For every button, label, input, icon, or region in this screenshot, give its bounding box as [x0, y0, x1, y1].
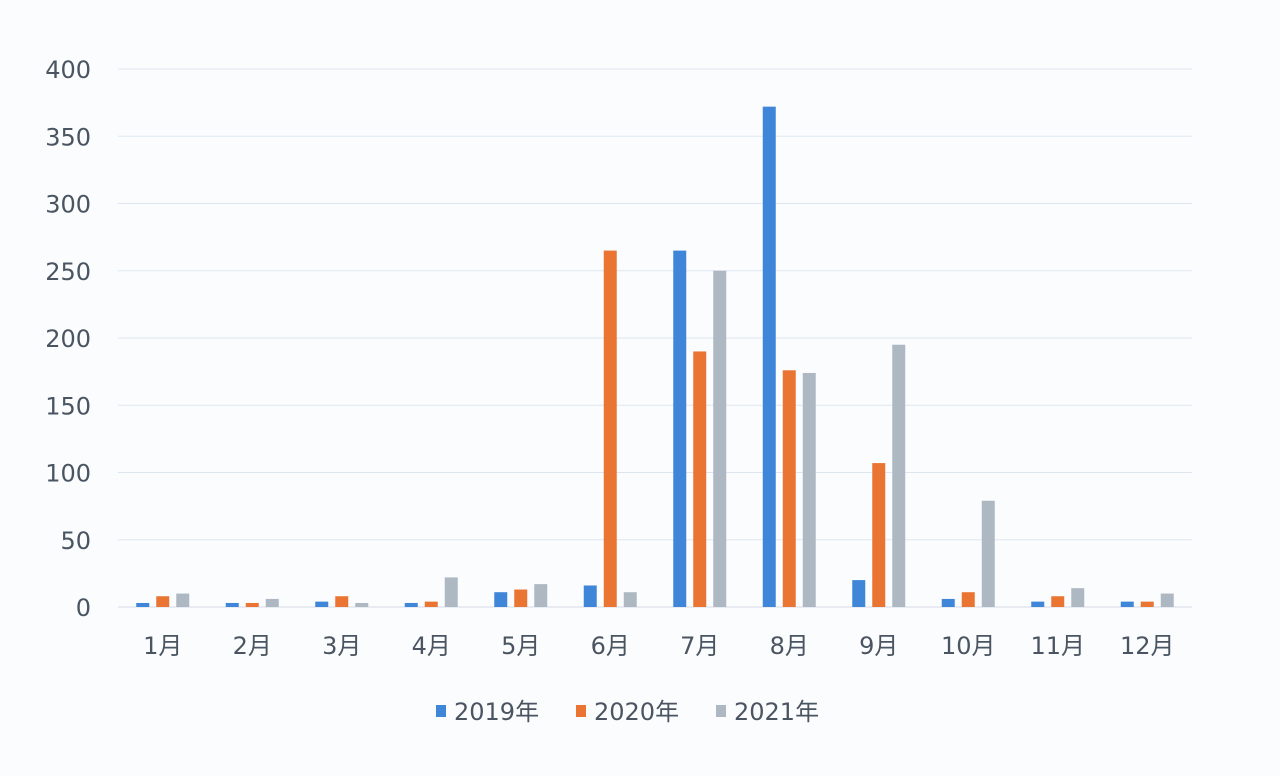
- bar-2019年-6月: [583, 585, 597, 607]
- bar-2021年-8月: [802, 372, 816, 607]
- bar-2019年-8月: [762, 106, 776, 607]
- bar-2020年-12月: [1140, 601, 1154, 607]
- bar-2019年-1月: [136, 602, 150, 607]
- bar-2020年-10月: [961, 592, 975, 607]
- bar-2021年-5月: [534, 584, 548, 607]
- bar-2020年-11月: [1051, 596, 1065, 607]
- bar-2020年-9月: [872, 463, 886, 607]
- bar-2019年-7月: [673, 250, 687, 607]
- y-tick-label: 250: [45, 258, 91, 286]
- legend-label: 2021年: [734, 698, 819, 726]
- x-tick-label: 1月: [143, 632, 182, 660]
- x-tick-label: 5月: [501, 632, 540, 660]
- bar-2021年-7月: [713, 270, 727, 607]
- gridlines: [118, 68, 1192, 608]
- x-tick-label: 3月: [322, 632, 361, 660]
- x-tick-label: 7月: [680, 632, 719, 660]
- y-axis-ticks: 0 50 100 150 200 250 300 350 400: [45, 56, 91, 622]
- y-tick-label: 100: [45, 460, 91, 488]
- y-tick-label: 150: [45, 392, 91, 420]
- legend-item-2021年: 2021年: [716, 698, 819, 726]
- bar-2020年-3月: [335, 596, 349, 607]
- legend-item-2020年: 2020年: [576, 698, 679, 726]
- bar-2020年-5月: [514, 589, 528, 607]
- legend-swatch: [436, 705, 446, 717]
- bar-2020年-4月: [424, 601, 438, 607]
- x-tick-label: 4月: [412, 632, 451, 660]
- bar-2020年-6月: [603, 250, 617, 607]
- bar-2019年-9月: [852, 580, 866, 607]
- bar-2021年-2月: [265, 598, 279, 607]
- bar-2019年-11月: [1031, 601, 1045, 607]
- bar-2019年-3月: [315, 601, 329, 607]
- x-tick-label: 9月: [859, 632, 898, 660]
- x-tick-label: 6月: [591, 632, 630, 660]
- legend-item-2019年: 2019年: [436, 698, 539, 726]
- x-axis-ticks: 1月 2月 3月 4月 5月 6月 7月 8月 9月 10月 11月 12月: [143, 632, 1174, 660]
- bar-2019年-12月: [1120, 601, 1134, 607]
- legend: 2019年 2020年 2021年: [436, 698, 819, 726]
- bar-2019年-2月: [225, 602, 239, 607]
- legend-swatch: [716, 705, 726, 717]
- bar-2019年-10月: [941, 598, 955, 607]
- x-tick-label: 2月: [233, 632, 272, 660]
- bar-2021年-10月: [981, 500, 995, 607]
- bar-2020年-2月: [245, 602, 259, 607]
- bar-2020年-1月: [156, 596, 170, 607]
- bar-2021年-9月: [892, 344, 906, 607]
- bars: [136, 106, 1174, 607]
- x-tick-label: 10月: [941, 632, 996, 660]
- y-tick-label: 300: [45, 191, 91, 219]
- bar-2020年-7月: [693, 351, 707, 607]
- y-tick-label: 400: [45, 56, 91, 84]
- y-tick-label: 200: [45, 325, 91, 353]
- legend-label: 2020年: [594, 698, 679, 726]
- legend-swatch: [576, 705, 586, 717]
- bar-2021年-12月: [1160, 593, 1174, 607]
- y-tick-label: 350: [45, 123, 91, 151]
- bar-2021年-11月: [1071, 588, 1085, 607]
- x-tick-label: 11月: [1030, 632, 1085, 660]
- bar-2021年-6月: [623, 592, 637, 607]
- legend-label: 2019年: [454, 698, 539, 726]
- y-tick-label: 0: [76, 594, 91, 622]
- bar-2021年-4月: [444, 577, 458, 607]
- bar-2021年-1月: [176, 593, 190, 607]
- bar-2020年-8月: [782, 370, 796, 607]
- x-tick-label: 8月: [770, 632, 809, 660]
- bar-2019年-4月: [404, 602, 418, 607]
- bar-2021年-3月: [355, 602, 369, 607]
- x-tick-label: 12月: [1120, 632, 1175, 660]
- y-tick-label: 50: [60, 527, 91, 555]
- bar-2019年-5月: [494, 592, 508, 607]
